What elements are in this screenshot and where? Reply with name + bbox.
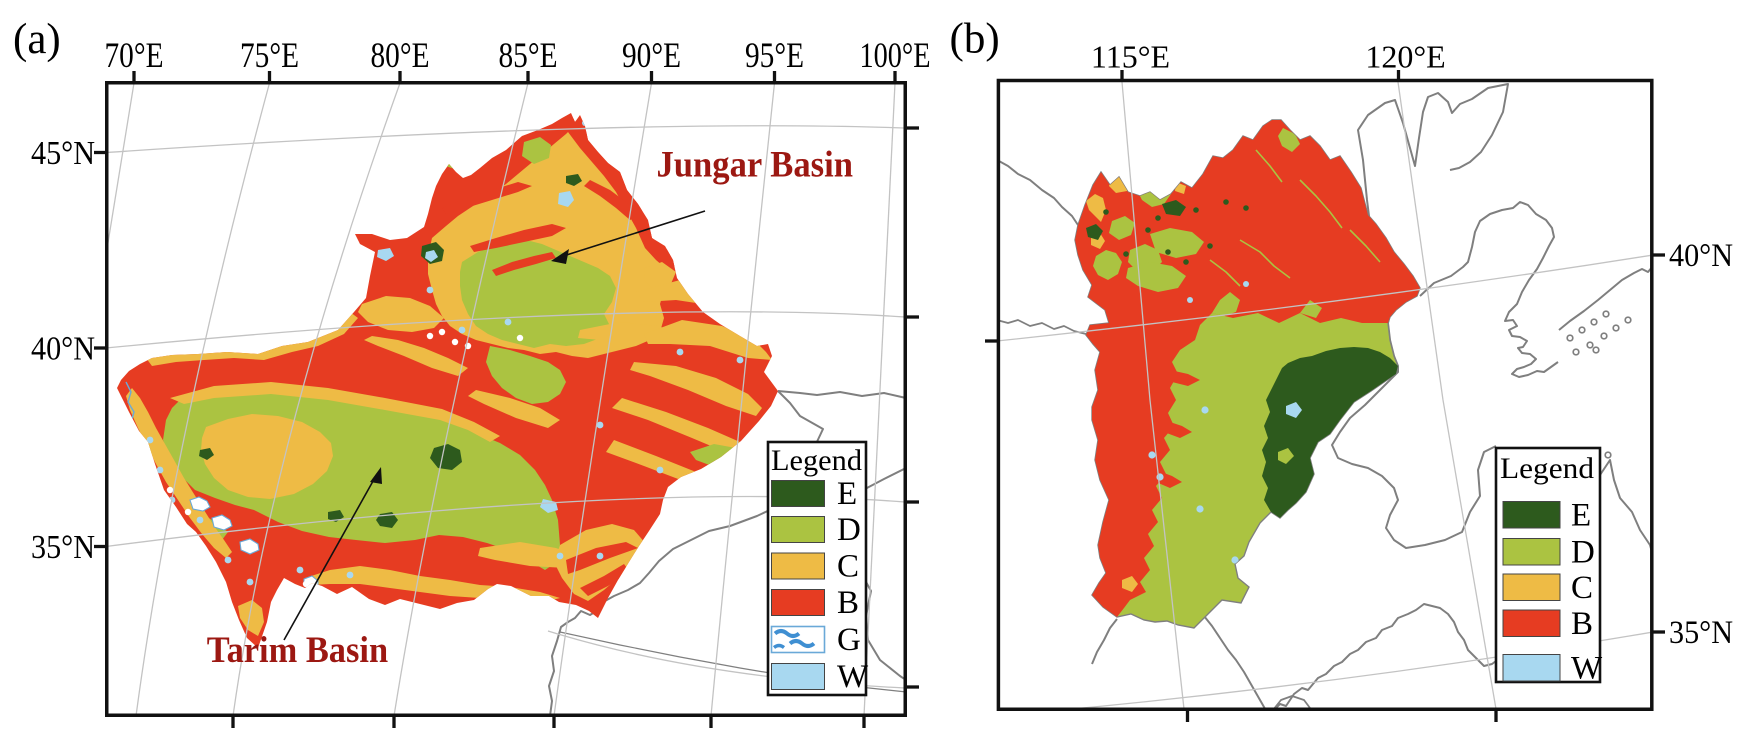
svg-text:35°N: 35°N <box>31 529 95 566</box>
svg-text:90°E: 90°E <box>622 35 681 75</box>
svg-text:G: G <box>837 622 861 658</box>
svg-text:C: C <box>837 549 859 585</box>
svg-text:D: D <box>837 512 861 548</box>
svg-text:W: W <box>837 659 869 695</box>
svg-text:95°E: 95°E <box>745 35 804 75</box>
svg-text:40°N: 40°N <box>31 331 95 368</box>
svg-text:Tarim Basin: Tarim Basin <box>207 630 389 671</box>
svg-text:40°N: 40°N <box>1669 238 1733 274</box>
svg-text:D: D <box>1571 535 1595 571</box>
svg-text:(a): (a) <box>13 16 61 63</box>
svg-text:75°E: 75°E <box>240 35 299 75</box>
svg-text:Legend: Legend <box>771 444 862 477</box>
svg-text:Jungar Basin: Jungar Basin <box>657 145 854 186</box>
svg-text:W: W <box>1571 651 1603 687</box>
svg-text:80°E: 80°E <box>371 35 430 75</box>
svg-text:C: C <box>1571 570 1593 606</box>
svg-text:45°N: 45°N <box>31 135 95 172</box>
svg-text:100°E: 100°E <box>860 35 931 75</box>
svg-text:B: B <box>1571 606 1593 642</box>
svg-text:70°E: 70°E <box>105 35 164 75</box>
svg-text:Legend: Legend <box>1500 452 1594 485</box>
svg-text:B: B <box>837 585 859 621</box>
svg-text:35°N: 35°N <box>1669 615 1733 651</box>
svg-text:(b): (b) <box>950 16 1000 63</box>
svg-text:115°E: 115°E <box>1091 39 1170 75</box>
svg-text:E: E <box>837 476 857 512</box>
svg-text:85°E: 85°E <box>499 35 558 75</box>
svg-text:E: E <box>1571 498 1591 534</box>
svg-text:120°E: 120°E <box>1365 39 1445 75</box>
